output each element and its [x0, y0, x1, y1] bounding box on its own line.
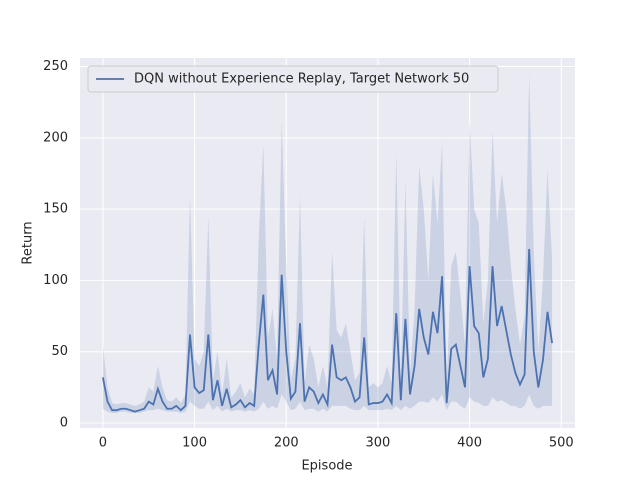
x-tick-label: 400 — [457, 436, 482, 451]
x-tick-label: 500 — [549, 436, 574, 451]
x-tick-label: 100 — [182, 436, 207, 451]
legend-box — [87, 65, 499, 93]
x-tick-label: 0 — [99, 436, 107, 451]
confidence-band — [102, 73, 553, 414]
x-axis-label: Episode — [301, 459, 352, 474]
legend-label: DQN without Experience Replay, Target Ne… — [134, 72, 469, 87]
y-axis-label: Return — [21, 221, 36, 264]
x-tick-label: 300 — [366, 436, 391, 451]
line — [102, 249, 553, 413]
x-tick-label: 200 — [274, 436, 299, 451]
y-tick-label: 50 — [51, 344, 68, 359]
y-tick-label: 250 — [43, 59, 68, 74]
y-tick-label: 100 — [43, 273, 68, 288]
y-tick-label: 0 — [60, 416, 68, 431]
plot-area — [80, 58, 575, 428]
y-tick-label: 150 — [43, 202, 68, 217]
y-tick-label: 200 — [43, 130, 68, 145]
